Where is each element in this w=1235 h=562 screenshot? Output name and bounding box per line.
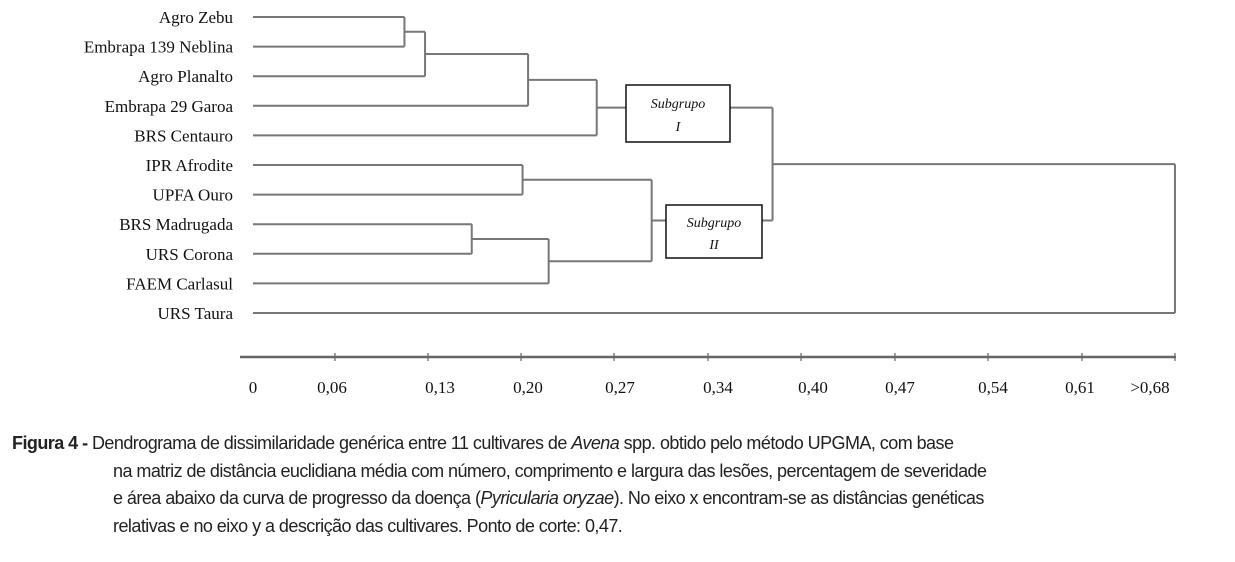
x-tick-label: 0 <box>249 378 258 397</box>
subgroup-1-number: I <box>675 120 682 135</box>
subgroup-2-number: II <box>708 238 720 253</box>
caption-text: Dendrograma de dissimilaridade genérica … <box>87 433 572 453</box>
subgroup-2-box: Subgrupo II <box>665 204 763 259</box>
caption-text: relativas e no eixo y a descrição das cu… <box>113 516 623 537</box>
caption-text: na matriz de distância euclidiana média … <box>113 460 987 481</box>
leaf-label: Embrapa 29 Garoa <box>105 97 234 116</box>
x-tick-label: 0,27 <box>605 378 635 397</box>
leaf-label: UPFA Ouro <box>153 186 233 205</box>
x-tick-label: 0,34 <box>703 378 733 397</box>
caption-label: Figura 4 - <box>12 433 88 453</box>
x-tick-label: 0,40 <box>798 378 828 397</box>
caption-text: ). No eixo x encontram-se as distâncias … <box>613 488 985 509</box>
leaf-label: Agro Planalto <box>138 67 233 86</box>
subgroup-2-label: Subgrupo <box>687 216 741 231</box>
leaf-label: FAEM Carlasul <box>126 274 233 293</box>
figure-caption: Figura 4 - Dendrograma de dissimilaridad… <box>12 430 1232 541</box>
x-axis: 0 0,06 0,13 0,20 0,27 0,34 0,40 0,47 0,54 0,61 >0,… <box>240 353 1176 397</box>
dendrogram-chart: Agro Zebu Embrapa 139 Neblina Agro Planalt… <box>84 8 1176 397</box>
subgroup-1-label: Subgrupo <box>651 97 705 112</box>
leaf-label: URS Taura <box>158 304 234 323</box>
x-tick-label: >0,68 <box>1130 378 1169 397</box>
leaf-label: Agro Zebu <box>159 8 234 27</box>
leaf-label: URS Corona <box>146 245 234 264</box>
x-tick-label: 0,13 <box>425 378 455 397</box>
caption-text: e área abaixo da curva de progresso da d… <box>113 488 481 509</box>
x-tick-label: 0,54 <box>978 378 1008 397</box>
x-tick-label: 0,47 <box>885 378 915 397</box>
caption-text: spp. obtido pelo método UPGMA, com base <box>619 433 954 453</box>
leaf-label: BRS Centauro <box>134 126 233 145</box>
caption-italic: Avena <box>571 433 620 453</box>
caption-italic: Pyricularia oryzae <box>480 488 614 509</box>
x-tick-label: 0,06 <box>317 378 347 397</box>
leaf-label: BRS Madrugada <box>119 215 233 234</box>
subgroup-1-box: Subgrupo I <box>625 84 731 143</box>
leaf-label: IPR Afrodite <box>146 156 233 175</box>
leaf-label: Embrapa 139 Neblina <box>84 38 234 57</box>
x-tick-label: 0,61 <box>1065 378 1095 397</box>
x-tick-label: 0,20 <box>513 378 543 397</box>
